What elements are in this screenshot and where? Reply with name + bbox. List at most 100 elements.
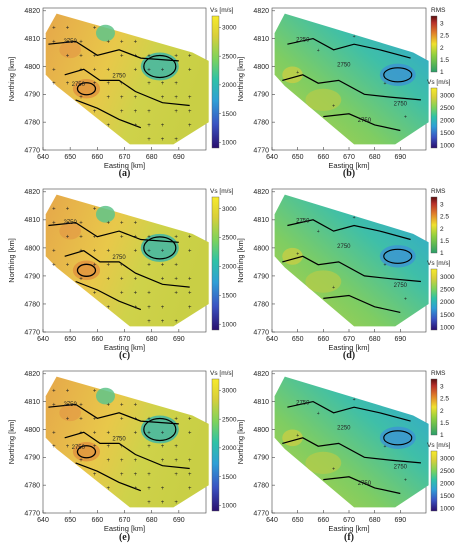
x-tick-label: 670 bbox=[343, 517, 355, 524]
y-tick-label: 4800 bbox=[253, 245, 269, 252]
colorbar-title: Vs [m/s] bbox=[210, 188, 234, 195]
colorbar-vs bbox=[430, 268, 438, 331]
station-marker: + bbox=[52, 67, 56, 73]
y-tick-label: 4770 bbox=[253, 147, 269, 154]
velocity-field bbox=[274, 194, 429, 327]
station-marker: + bbox=[147, 235, 151, 241]
station-marker: + bbox=[52, 263, 56, 269]
station-marker: + bbox=[79, 430, 83, 436]
contour-label: 2250 bbox=[337, 425, 351, 431]
station-marker: + bbox=[134, 39, 138, 45]
x-tick-label: 650 bbox=[64, 517, 76, 524]
y-tick-label: 4800 bbox=[24, 427, 40, 434]
x-tick-label: 660 bbox=[91, 517, 103, 524]
y-tick-label: 4790 bbox=[253, 273, 269, 280]
colorbar-rms bbox=[430, 15, 438, 73]
y-tick-label: 4780 bbox=[24, 483, 40, 490]
colorbar-rms bbox=[430, 378, 438, 436]
station-marker: + bbox=[52, 249, 56, 255]
y-axis-label: Northing [km] bbox=[7, 420, 16, 465]
colorbar-tick-label: 2000 bbox=[222, 264, 237, 271]
station-marker: + bbox=[188, 67, 192, 73]
y-tick-label: 4800 bbox=[253, 64, 269, 71]
station-marker: + bbox=[161, 263, 165, 269]
high-velocity-anomaly bbox=[72, 442, 101, 462]
colorbar-tick-label: 2000 bbox=[440, 118, 455, 125]
colorbar-tick-label: 1500 bbox=[440, 493, 455, 500]
station-marker: + bbox=[383, 263, 386, 269]
x-tick-label: 660 bbox=[317, 154, 329, 161]
colorbar-tick-label: 1.5 bbox=[440, 57, 449, 64]
x-tick-label: 650 bbox=[64, 336, 76, 343]
station-marker: + bbox=[120, 444, 124, 450]
y-tick-label: 4780 bbox=[24, 301, 40, 308]
station-marker: + bbox=[52, 430, 56, 436]
station-marker: + bbox=[353, 397, 356, 403]
colorbar-tick-label: 1000 bbox=[222, 139, 237, 146]
station-markers: + + + + + + bbox=[296, 397, 407, 484]
station-markers: + + + + + + + + + + + + + + + + + + + + + + + + + + + + + + + + + + + + + + + +… bbox=[52, 207, 192, 325]
station-marker: + bbox=[66, 25, 70, 31]
x-tick-label: 640 bbox=[37, 154, 49, 161]
y-tick-label: 4770 bbox=[24, 510, 40, 517]
colorbar-vs bbox=[430, 450, 438, 512]
colorbar-tick-label: 2500 bbox=[440, 287, 455, 294]
high-velocity-anomaly bbox=[305, 88, 342, 112]
contour-label: 2750 bbox=[296, 400, 310, 406]
station-marker: + bbox=[52, 207, 56, 213]
station-marker: + bbox=[161, 249, 165, 255]
station-marker: + bbox=[120, 416, 124, 422]
colorbar-tick-label: 1000 bbox=[440, 143, 455, 150]
station-markers: + + + + + + + + + + + + + + + + + + + + + + + + + + + + + + + + + + + + + + + +… bbox=[52, 25, 192, 142]
station-marker: + bbox=[174, 416, 178, 422]
contour-line bbox=[64, 250, 190, 288]
high-velocity-anomaly bbox=[282, 247, 303, 265]
station-marker: + bbox=[93, 67, 97, 73]
station-marker: + bbox=[134, 486, 138, 492]
station-marker: + bbox=[134, 402, 138, 408]
x-tick-label: 660 bbox=[317, 517, 329, 524]
station-marker: + bbox=[296, 251, 299, 257]
contour-label: 2250 bbox=[296, 37, 310, 43]
y-tick-label: 4770 bbox=[253, 329, 269, 336]
colorbar-tick-label: 1 bbox=[440, 432, 444, 439]
x-tick-label: 640 bbox=[266, 517, 278, 524]
station-marker: + bbox=[161, 305, 165, 311]
high-velocity-anomaly bbox=[59, 41, 82, 59]
station-marker: + bbox=[161, 430, 165, 436]
y-axis-label: Northing [km] bbox=[236, 420, 245, 465]
station-marker: + bbox=[66, 53, 70, 59]
station-marker: + bbox=[52, 402, 56, 408]
panel-d: 2750 2750 2750 + + + + + +640 650 660 670 680 690 4770… bbox=[236, 188, 455, 361]
station-marker: + bbox=[174, 277, 178, 283]
station-marker: + bbox=[161, 319, 165, 325]
station-marker: + bbox=[66, 235, 70, 241]
station-marker: + bbox=[79, 67, 83, 73]
station-marker: + bbox=[79, 235, 83, 241]
station-marker: + bbox=[147, 249, 151, 255]
colorbar-tick-label: 3000 bbox=[440, 93, 455, 100]
colorbar-vs bbox=[211, 196, 220, 331]
station-marker: + bbox=[383, 444, 386, 450]
colorbar-tick-label: 3000 bbox=[440, 274, 455, 281]
y-axis-label: Northing [km] bbox=[236, 57, 245, 102]
x-tick-label: 680 bbox=[369, 517, 381, 524]
colorbar-tick-label: 1000 bbox=[440, 506, 455, 513]
station-marker: + bbox=[147, 137, 151, 143]
colorbar-tick-label: 1 bbox=[440, 250, 444, 257]
station-marker: + bbox=[106, 39, 110, 45]
station-marker: + bbox=[93, 388, 97, 394]
station-markers: + + + + + + + + + + + + + + + + + + + + + + + + + + + + + + + + + + + + + + + +… bbox=[52, 388, 192, 505]
contour-label: 2750 bbox=[358, 481, 372, 487]
x-tick-label: 690 bbox=[394, 517, 406, 524]
station-marker: + bbox=[120, 221, 124, 227]
colorbar-tick-label: 2500 bbox=[440, 468, 455, 475]
station-marker: + bbox=[79, 277, 83, 283]
contour-line bbox=[75, 462, 142, 492]
station-marker: + bbox=[66, 81, 70, 87]
station-marker: + bbox=[161, 500, 165, 506]
station-marker: + bbox=[188, 95, 192, 101]
station-marker: + bbox=[147, 472, 151, 478]
contour-line bbox=[143, 54, 177, 79]
station-marker: + bbox=[66, 207, 70, 213]
